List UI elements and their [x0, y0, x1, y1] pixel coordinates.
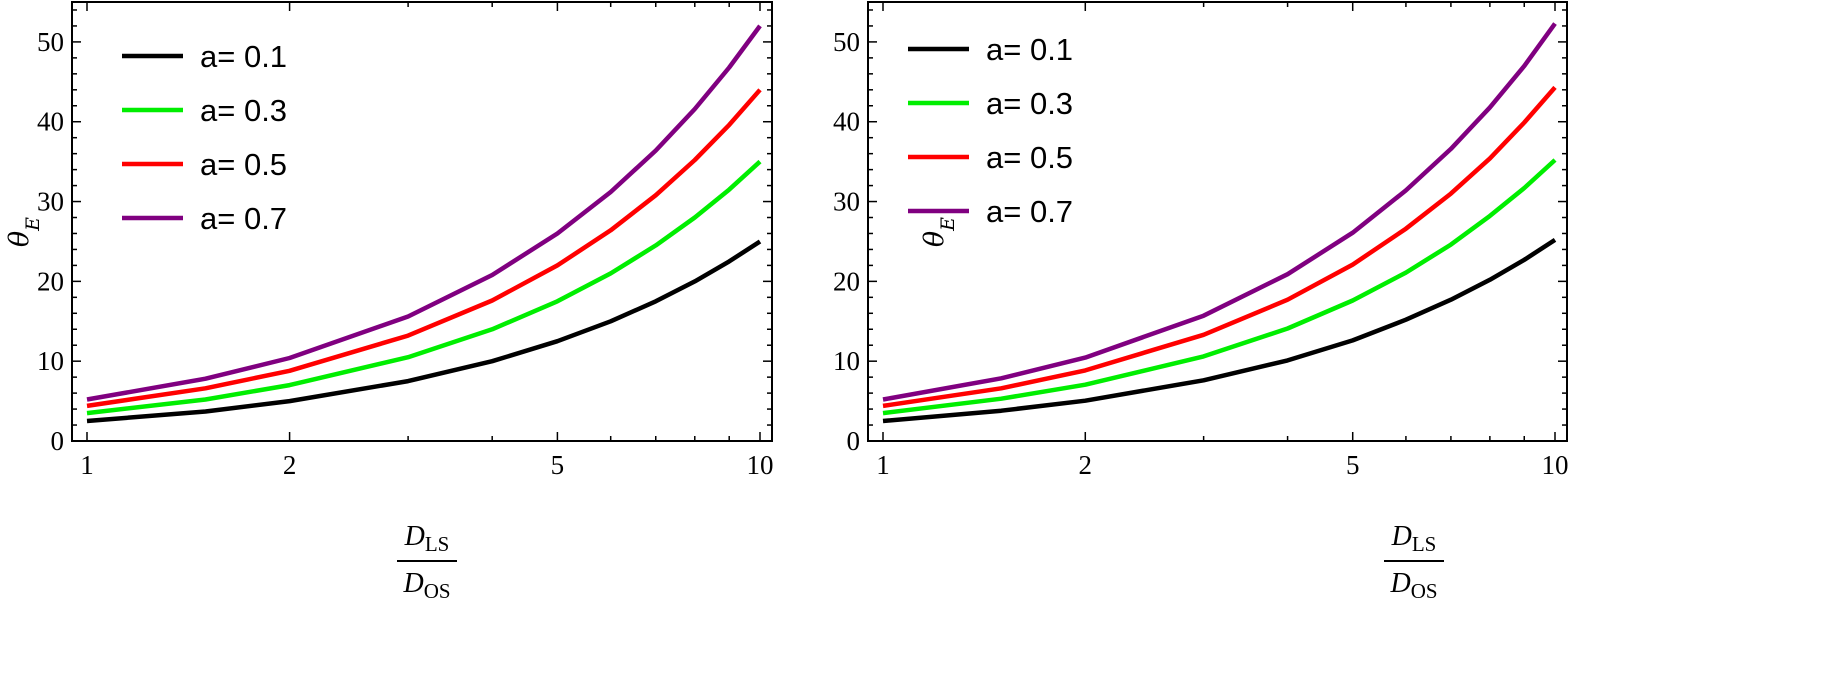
legend-label: a= 0.7	[986, 194, 1073, 229]
svg-text:DOS: DOS	[402, 568, 450, 603]
y-tick-label: 50	[37, 27, 64, 57]
legend-label: a= 0.5	[986, 140, 1073, 175]
series-line-2	[882, 85, 1557, 409]
x-axis-label-numerator-sub: LS	[425, 532, 450, 556]
legend-label: a= 0.3	[986, 86, 1073, 121]
legend-label: a= 0.5	[200, 147, 287, 182]
legend-label: a= 0.7	[200, 201, 287, 236]
legend: a= 0.1 a= 0.3 a= 0.5 a= 0.7	[122, 39, 287, 236]
y-axis-label: θE	[4, 217, 44, 247]
series-line-0	[882, 238, 1557, 424]
y-tick-label: 30	[833, 187, 860, 217]
x-tick-label: 2	[1079, 450, 1093, 480]
series-line-3	[86, 24, 762, 402]
x-axis-label: DLS DOS	[1384, 521, 1444, 603]
x-axis-label-denominator-sub: OS	[424, 579, 451, 603]
x-axis-label-denominator-main: D	[1389, 568, 1410, 599]
y-tick-label: 40	[833, 107, 860, 137]
legend: a= 0.1 a= 0.3 a= 0.5 a= 0.7	[908, 32, 1073, 229]
x-axis-label-numerator-main: D	[404, 521, 425, 552]
svg-text:θE: θE	[4, 217, 44, 247]
y-tick-label: 0	[847, 426, 861, 456]
y-axis-label: θE	[919, 217, 959, 247]
series-line-0	[86, 239, 762, 424]
svg-text:θE: θE	[919, 217, 959, 247]
y-tick-label: 10	[833, 346, 860, 376]
x-axis-label-numerator-main: D	[1391, 521, 1412, 552]
x-tick-label: 10	[1542, 450, 1569, 480]
y-tick-label: 40	[37, 107, 64, 137]
plot-frame	[867, 1, 1568, 442]
y-tick-label: 10	[37, 346, 64, 376]
y-tick-label: 0	[51, 426, 65, 456]
x-tick-label: 5	[1346, 450, 1360, 480]
y-axis-label-main: θ	[919, 231, 950, 247]
series-line-1	[86, 159, 762, 416]
y-tick-label: 20	[37, 266, 64, 296]
x-tick-label: 1	[80, 450, 94, 480]
plot-frame	[71, 1, 773, 442]
y-tick-label: 20	[833, 266, 860, 296]
x-tick-label: 1	[876, 450, 890, 480]
svg-text:DLS: DLS	[404, 521, 450, 556]
x-tick-label: 10	[747, 450, 774, 480]
y-axis-label-sub: E	[22, 217, 44, 232]
x-tick-label: 5	[551, 450, 565, 480]
y-tick-label: 50	[833, 27, 860, 57]
svg-text:DLS: DLS	[1391, 521, 1437, 556]
y-axis-label-main: θ	[4, 231, 35, 247]
legend-label: a= 0.1	[200, 39, 287, 74]
svg-text:DOS: DOS	[1389, 568, 1437, 603]
y-tick-label: 30	[37, 187, 64, 217]
legend-label: a= 0.3	[200, 93, 287, 128]
x-axis-label-numerator-sub: LS	[1412, 532, 1437, 556]
x-axis-label-denominator-main: D	[402, 568, 423, 599]
series-line-3	[882, 22, 1557, 402]
x-tick-label: 2	[283, 450, 297, 480]
x-axis-label-denominator-sub: OS	[1411, 579, 1438, 603]
series-line-2	[86, 88, 762, 409]
legend-label: a= 0.1	[986, 32, 1073, 67]
y-axis-label-sub: E	[937, 217, 959, 232]
series-line-1	[882, 158, 1557, 416]
x-axis-label: DLS DOS	[397, 521, 457, 603]
